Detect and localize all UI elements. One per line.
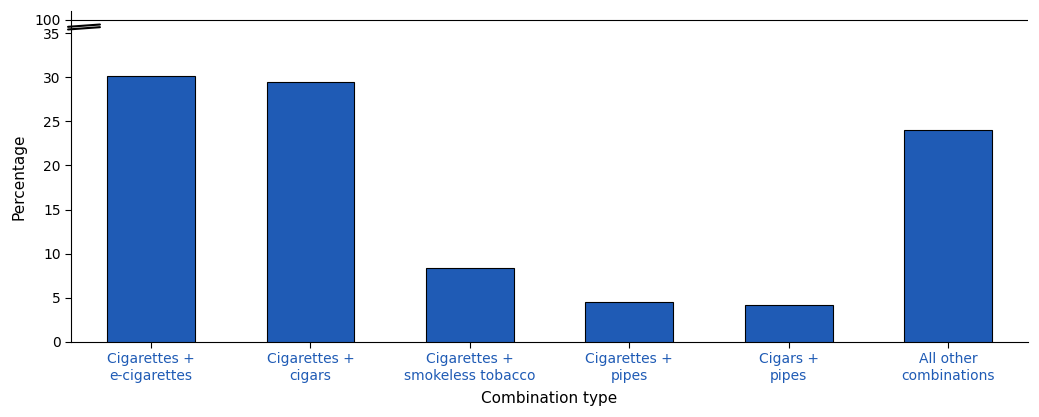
Bar: [267, 82, 354, 342]
Bar: [426, 268, 513, 342]
X-axis label: Combination type: Combination type: [481, 391, 618, 406]
Y-axis label: Percentage: Percentage: [11, 133, 26, 220]
Bar: [745, 305, 832, 342]
Bar: [585, 302, 673, 342]
Bar: [107, 76, 194, 342]
Bar: [904, 130, 992, 342]
